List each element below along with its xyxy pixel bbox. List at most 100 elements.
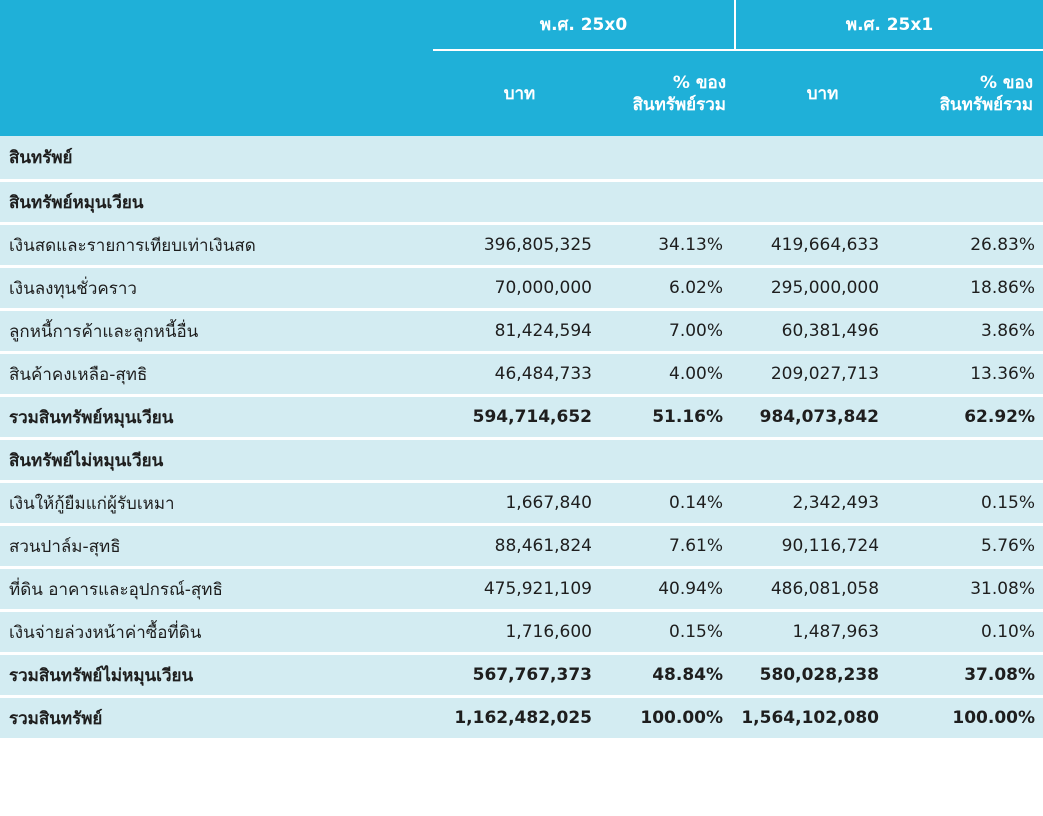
row-label: เงินจ่ายล่วงหน้าค่าซื้อที่ดิน	[0, 609, 433, 652]
row-pct-year-2	[909, 136, 1043, 179]
row-value-year-1: 567,767,373	[433, 652, 606, 695]
row-label: เงินลงทุนชั่วคราว	[0, 265, 433, 308]
row-pct-year-1	[606, 179, 737, 222]
table-row-receivables: ลูกหนี้การค้าและลูกหนี้อื่น 81,424,594 7…	[0, 308, 1043, 351]
row-label: สวนปาล์ม-สุทธิ	[0, 523, 433, 566]
table-row-total-assets: รวมสินทรัพย์ 1,162,482,025 100.00% 1,564…	[0, 695, 1043, 738]
row-value-year-1	[433, 437, 606, 480]
header-pct-2-line2: สินทรัพย์รวม	[939, 94, 1034, 115]
row-label: รวมสินทรัพย์ไม่หมุนเวียน	[0, 652, 433, 695]
row-value-year-2: 2,342,493	[736, 480, 910, 523]
row-pct-year-2	[909, 437, 1043, 480]
row-pct-year-2: 62.92%	[909, 394, 1043, 437]
row-value-year-2: 295,000,000	[736, 265, 910, 308]
row-pct-year-2: 0.10%	[909, 609, 1043, 652]
row-pct-year-2: 31.08%	[909, 566, 1043, 609]
header-pct-1: % ของ สินทรัพย์รวม	[606, 51, 737, 136]
row-value-year-1: 81,424,594	[433, 308, 606, 351]
row-label: สินทรัพย์หมุนเวียน	[0, 179, 433, 222]
header-year-1: พ.ศ. 25x0	[433, 0, 737, 51]
header-pct-1-line2: สินทรัพย์รวม	[632, 94, 727, 115]
row-pct-year-1: 100.00%	[606, 695, 737, 738]
row-value-year-2	[736, 136, 910, 179]
table-row-palm-plantation: สวนปาล์ม-สุทธิ 88,461,824 7.61% 90,116,7…	[0, 523, 1043, 566]
row-pct-year-2	[909, 179, 1043, 222]
row-label: ลูกหนี้การค้าและลูกหนี้อื่น	[0, 308, 433, 351]
row-label: สินทรัพย์	[0, 136, 433, 179]
row-value-year-1	[433, 179, 606, 222]
table-row-assets-heading: สินทรัพย์	[0, 136, 1043, 179]
table-row-contractor-loans: เงินให้กู้ยืมแก่ผู้รับเหมา 1,667,840 0.1…	[0, 480, 1043, 523]
row-label: เงินสดและรายการเทียบเท่าเงินสด	[0, 222, 433, 265]
row-value-year-1: 1,716,600	[433, 609, 606, 652]
row-value-year-2: 1,564,102,080	[736, 695, 910, 738]
row-pct-year-1: 51.16%	[606, 394, 737, 437]
row-pct-year-1: 40.94%	[606, 566, 737, 609]
row-pct-year-1: 0.15%	[606, 609, 737, 652]
row-value-year-1: 1,667,840	[433, 480, 606, 523]
row-pct-year-1: 4.00%	[606, 351, 737, 394]
row-label: สินทรัพย์ไม่หมุนเวียน	[0, 437, 433, 480]
row-value-year-1: 594,714,652	[433, 394, 606, 437]
header-blank-cell	[0, 0, 433, 51]
row-value-year-1: 1,162,482,025	[433, 695, 606, 738]
header-baht-1: บาท	[433, 51, 606, 136]
header-sub-row: บาท % ของ สินทรัพย์รวม บาท % ของ สินทรัพ…	[0, 51, 1043, 136]
row-pct-year-2: 26.83%	[909, 222, 1043, 265]
header-pct-2-line1: % ของ	[979, 72, 1034, 93]
row-label: เงินให้กู้ยืมแก่ผู้รับเหมา	[0, 480, 433, 523]
table-row-total-current-assets: รวมสินทรัพย์หมุนเวียน 594,714,652 51.16%…	[0, 394, 1043, 437]
row-pct-year-2: 0.15%	[909, 480, 1043, 523]
row-pct-year-1: 6.02%	[606, 265, 737, 308]
asset-table: พ.ศ. 25x0 พ.ศ. 25x1 บาท % ของ สินทรัพย์ร…	[0, 0, 1043, 738]
row-pct-year-2: 100.00%	[909, 695, 1043, 738]
row-value-year-1	[433, 136, 606, 179]
header-blank-cell-2	[0, 51, 433, 136]
row-value-year-1: 46,484,733	[433, 351, 606, 394]
row-pct-year-1	[606, 136, 737, 179]
row-pct-year-1: 48.84%	[606, 652, 737, 695]
row-value-year-2: 90,116,724	[736, 523, 910, 566]
table-row-property-plant-equipment: ที่ดิน อาคารและอุปกรณ์-สุทธิ 475,921,109…	[0, 566, 1043, 609]
row-value-year-2: 209,027,713	[736, 351, 910, 394]
row-value-year-2: 984,073,842	[736, 394, 910, 437]
header-year-row: พ.ศ. 25x0 พ.ศ. 25x1	[0, 0, 1043, 51]
row-label: รวมสินทรัพย์หมุนเวียน	[0, 394, 433, 437]
row-pct-year-2: 13.36%	[909, 351, 1043, 394]
row-pct-year-2: 18.86%	[909, 265, 1043, 308]
row-value-year-2: 419,664,633	[736, 222, 910, 265]
row-pct-year-1: 7.00%	[606, 308, 737, 351]
header-baht-2: บาท	[736, 51, 910, 136]
row-label: สินค้าคงเหลือ-สุทธิ	[0, 351, 433, 394]
row-pct-year-2: 5.76%	[909, 523, 1043, 566]
row-value-year-2: 486,081,058	[736, 566, 910, 609]
row-value-year-2	[736, 179, 910, 222]
row-value-year-2: 1,487,963	[736, 609, 910, 652]
header-pct-2: % ของ สินทรัพย์รวม	[909, 51, 1043, 136]
header-year-2: พ.ศ. 25x1	[736, 0, 1043, 51]
row-value-year-2: 580,028,238	[736, 652, 910, 695]
row-pct-year-1: 34.13%	[606, 222, 737, 265]
row-pct-year-2: 3.86%	[909, 308, 1043, 351]
row-value-year-2	[736, 437, 910, 480]
row-value-year-1: 396,805,325	[433, 222, 606, 265]
row-pct-year-1: 7.61%	[606, 523, 737, 566]
row-pct-year-2: 37.08%	[909, 652, 1043, 695]
table-row-inventory: สินค้าคงเหลือ-สุทธิ 46,484,733 4.00% 209…	[0, 351, 1043, 394]
row-label: ที่ดิน อาคารและอุปกรณ์-สุทธิ	[0, 566, 433, 609]
table-row-cash: เงินสดและรายการเทียบเท่าเงินสด 396,805,3…	[0, 222, 1043, 265]
row-value-year-1: 88,461,824	[433, 523, 606, 566]
row-label: รวมสินทรัพย์	[0, 695, 433, 738]
table-row-non-current-assets-heading: สินทรัพย์ไม่หมุนเวียน	[0, 437, 1043, 480]
row-pct-year-1	[606, 437, 737, 480]
table-row-total-non-current-assets: รวมสินทรัพย์ไม่หมุนเวียน 567,767,373 48.…	[0, 652, 1043, 695]
header-pct-1-line1: % ของ	[672, 72, 727, 93]
row-value-year-1: 70,000,000	[433, 265, 606, 308]
row-pct-year-1: 0.14%	[606, 480, 737, 523]
table-row-short-term-investment: เงินลงทุนชั่วคราว 70,000,000 6.02% 295,0…	[0, 265, 1043, 308]
table-row-current-assets-heading: สินทรัพย์หมุนเวียน	[0, 179, 1043, 222]
table-row-land-deposit: เงินจ่ายล่วงหน้าค่าซื้อที่ดิน 1,716,600 …	[0, 609, 1043, 652]
row-value-year-1: 475,921,109	[433, 566, 606, 609]
row-value-year-2: 60,381,496	[736, 308, 910, 351]
